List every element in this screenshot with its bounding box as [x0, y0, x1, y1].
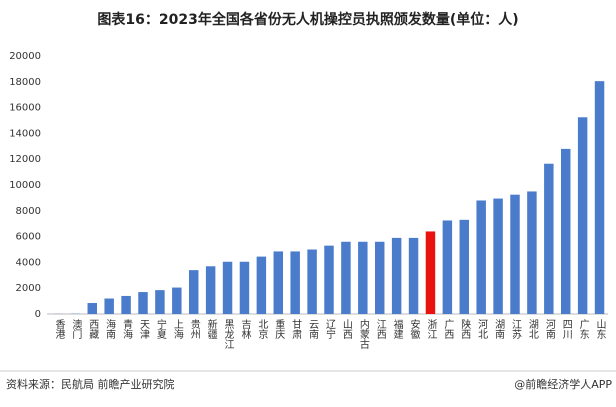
x-tick-label: 贵州: [188, 318, 200, 339]
bar: [307, 249, 317, 314]
y-tick-label: 14000: [9, 128, 41, 139]
x-tick-label: 江苏: [510, 319, 522, 340]
x-tick-label: 海南: [104, 318, 116, 339]
x-tick-label: 新疆: [205, 318, 217, 340]
y-tick-label: 0: [35, 309, 41, 320]
y-tick-label: 12000: [9, 154, 41, 165]
bar: [374, 241, 385, 314]
x-tick-label: 甘肃: [290, 318, 302, 340]
x-tick-label: 湖北: [526, 319, 538, 339]
bar: [155, 290, 165, 314]
y-tick-label: 16000: [9, 103, 41, 114]
bar: [544, 163, 554, 314]
bar: [476, 200, 486, 314]
x-tick-label: 河南: [543, 319, 555, 339]
bar: [222, 261, 233, 314]
bar: [138, 292, 148, 314]
x-tick-label: 西藏: [87, 319, 99, 340]
y-tick-label: 6000: [16, 232, 41, 243]
x-tick-label: 天津: [138, 319, 150, 340]
x-tick-label: 重庆: [273, 318, 285, 340]
x-tick-label: 广西: [442, 319, 454, 339]
bar: [121, 295, 131, 314]
brand: @前瞻经济学人APP: [514, 377, 612, 391]
y-tick-label: 18000: [9, 77, 41, 88]
source: 资料来源：民航局 前瞻产业研究院: [6, 377, 175, 391]
x-tick-label: 四川: [560, 319, 572, 339]
bar: [594, 81, 605, 314]
x-tick-label: 辽宁: [324, 319, 336, 339]
x-tick-label: 青海: [121, 318, 133, 340]
x-tick-label: 香港: [53, 319, 65, 339]
bar: [324, 245, 334, 314]
bar: [527, 191, 537, 314]
bar: [442, 220, 453, 314]
x-tick-label: 内蒙古: [357, 318, 369, 350]
bar: [172, 287, 182, 314]
x-tick-label: 上海: [171, 319, 183, 340]
bar: [425, 231, 436, 314]
bar: [577, 117, 588, 315]
x-tick-label: 黑龙江: [222, 319, 234, 349]
bar: [256, 256, 267, 314]
bar: [188, 270, 199, 314]
bar: [459, 219, 470, 314]
y-tick-label: 4000: [16, 257, 41, 268]
x-tick-label: 山东: [594, 319, 606, 339]
x-tick-label: 澳门: [70, 318, 82, 340]
x-tick-label: 吉林: [239, 319, 251, 340]
x-tick-label: 云南: [307, 319, 319, 339]
y-tick-label: 8000: [16, 206, 41, 217]
x-tick-label: 山西: [340, 319, 352, 339]
chart-title: 图表16：2023年全国各省份无人机操控员执照颁发数量(单位：人): [97, 11, 518, 28]
x-tick-label: 福建: [391, 318, 403, 339]
bar: [408, 237, 419, 314]
bar: [493, 198, 503, 314]
y-tick-label: 20000: [9, 51, 41, 62]
x-tick-label: 河北: [476, 319, 488, 339]
x-tick-label: 安徽: [408, 318, 420, 340]
x-tick-label: 广东: [577, 319, 589, 339]
x-tick-label: 北京: [256, 319, 268, 340]
bar: [560, 148, 571, 314]
bar: [87, 303, 98, 314]
bar: [290, 251, 300, 314]
bar: [104, 298, 114, 314]
bar: [205, 266, 216, 314]
x-tick-label: 江西: [374, 319, 386, 339]
bar: [510, 194, 520, 314]
x-tick-label: 陕西: [459, 318, 471, 339]
x-tick-label: 浙江: [425, 319, 437, 339]
bar: [391, 237, 402, 314]
x-tick-label: 湖南: [493, 319, 505, 339]
bar: [239, 261, 250, 314]
bar: [358, 241, 368, 314]
bar: [273, 251, 284, 314]
y-tick-label: 10000: [9, 180, 41, 191]
y-tick-label: 2000: [16, 283, 41, 294]
bar: [341, 241, 351, 314]
x-tick-label: 宁夏: [154, 318, 166, 339]
